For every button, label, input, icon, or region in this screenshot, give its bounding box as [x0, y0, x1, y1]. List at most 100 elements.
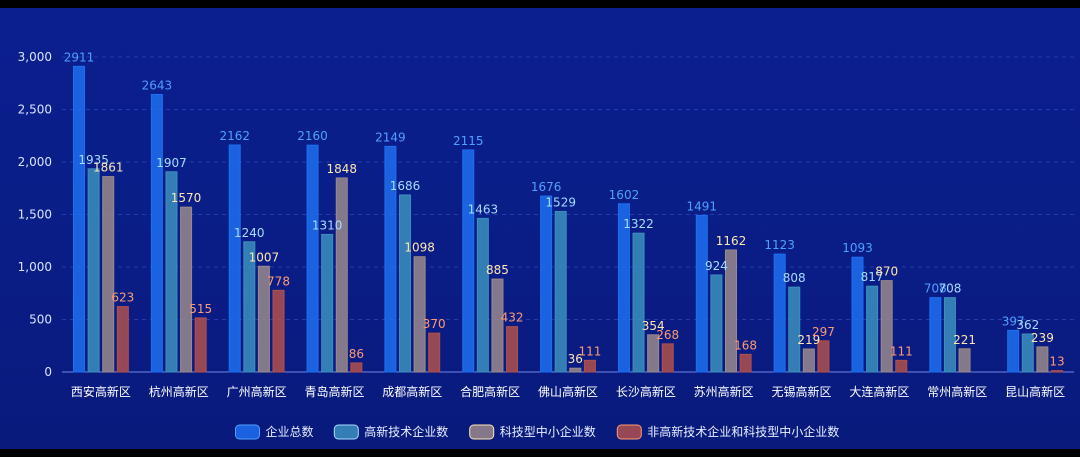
- bar-2[interactable]: [554, 210, 567, 373]
- data-label: 2162: [219, 129, 250, 143]
- data-label: 354: [642, 319, 665, 333]
- x-category-label: 合肥高新区: [460, 384, 520, 399]
- bar-3[interactable]: [569, 367, 582, 373]
- chart-panel: 0 500 1,000 1,500 2,000 2,500 3,000 2911 1935 18…: [0, 8, 1080, 449]
- bar-3[interactable]: [180, 206, 193, 373]
- bar-3[interactable]: [958, 348, 971, 373]
- bar-1[interactable]: [773, 253, 786, 373]
- bar-1[interactable]: [1007, 329, 1020, 373]
- x-category-label: 佛山高新区: [538, 384, 598, 399]
- legend[interactable]: 企业总数 高新技术企业数 科技型中小企业数 非高新技术企业和科技型中小企业数: [235, 424, 840, 440]
- bar-1[interactable]: [462, 149, 475, 373]
- bar-3[interactable]: [491, 278, 504, 373]
- data-label: 36: [568, 352, 583, 366]
- bar-3[interactable]: [1036, 346, 1049, 373]
- bar-4[interactable]: [583, 359, 596, 373]
- bar-1[interactable]: [150, 93, 163, 373]
- bar-3[interactable]: [257, 265, 270, 373]
- legend-item-1[interactable]: 企业总数: [235, 424, 314, 440]
- bar-2[interactable]: [632, 232, 645, 373]
- bar-1[interactable]: [929, 297, 942, 373]
- bar-3[interactable]: [647, 334, 660, 373]
- bar-2[interactable]: [1021, 333, 1034, 373]
- bar-4[interactable]: [817, 340, 830, 373]
- y-tick-label: 2,000: [18, 155, 52, 169]
- bar-2[interactable]: [476, 217, 489, 373]
- data-label: 1310: [312, 218, 343, 232]
- data-label: 1686: [390, 179, 421, 193]
- bar-1[interactable]: [617, 203, 630, 373]
- data-label: 1093: [842, 241, 873, 255]
- bar-1[interactable]: [384, 145, 397, 373]
- y-tick-label: 1,500: [18, 208, 52, 222]
- bar-4[interactable]: [895, 359, 908, 373]
- data-label: 1463: [468, 202, 499, 216]
- data-label: 219: [797, 333, 820, 347]
- data-label: 1098: [404, 241, 435, 255]
- x-category-label: 昆山高新区: [1005, 384, 1065, 399]
- data-label: 13: [1049, 355, 1064, 369]
- legend-swatch: [235, 424, 260, 440]
- data-label: 268: [656, 328, 679, 342]
- x-category-label: 常州高新区: [927, 384, 987, 399]
- bar-3[interactable]: [880, 280, 893, 373]
- bar-3[interactable]: [335, 177, 348, 373]
- bar-4[interactable]: [739, 353, 752, 373]
- bar-2[interactable]: [943, 297, 956, 373]
- legend-label: 科技型中小企业数: [500, 424, 596, 439]
- data-label: 808: [783, 271, 806, 285]
- data-label: 86: [349, 347, 364, 361]
- bar-2[interactable]: [710, 274, 723, 373]
- data-label: 2149: [375, 130, 406, 144]
- bar-2[interactable]: [866, 285, 879, 373]
- data-label: 1676: [531, 180, 562, 194]
- data-label: 2643: [142, 78, 173, 92]
- bar-4[interactable]: [428, 332, 441, 373]
- bar-2[interactable]: [87, 168, 100, 373]
- bar-2[interactable]: [399, 194, 412, 373]
- bar-2[interactable]: [788, 286, 801, 373]
- bar-3[interactable]: [102, 176, 115, 373]
- legend-item-3[interactable]: 科技型中小企业数: [469, 424, 596, 440]
- data-label: 397: [1002, 314, 1025, 328]
- bar-1[interactable]: [540, 195, 553, 373]
- bar-2[interactable]: [165, 171, 178, 373]
- legend-item-2[interactable]: 高新技术企业数: [333, 424, 448, 440]
- bar-3[interactable]: [724, 249, 737, 373]
- bar-2[interactable]: [243, 241, 256, 373]
- data-label: 239: [1031, 331, 1054, 345]
- data-label: 708: [924, 282, 947, 296]
- data-label: 515: [189, 302, 212, 316]
- data-label: 111: [578, 344, 601, 358]
- bar-1[interactable]: [695, 214, 708, 373]
- bar-1[interactable]: [73, 65, 86, 373]
- data-label: 1162: [716, 234, 747, 248]
- data-label: 1935: [78, 153, 109, 167]
- bar-4[interactable]: [350, 362, 363, 373]
- data-label: 1861: [93, 161, 124, 175]
- x-category-label: 杭州高新区: [149, 384, 209, 399]
- y-tick-label: 0: [44, 365, 52, 379]
- bar-2[interactable]: [321, 233, 334, 373]
- bar-4[interactable]: [194, 317, 207, 373]
- grid-lines: [62, 56, 1074, 320]
- data-label: 924: [705, 259, 728, 273]
- bar-4[interactable]: [661, 343, 674, 373]
- legend-item-4[interactable]: 非高新技术企业和科技型中小企业数: [616, 424, 839, 440]
- bar-4[interactable]: [1050, 370, 1063, 373]
- bar-4[interactable]: [272, 289, 285, 373]
- data-label: 870: [875, 265, 898, 279]
- bar-1[interactable]: [228, 144, 241, 373]
- data-label: 2911: [64, 50, 95, 64]
- bar-1[interactable]: [306, 144, 319, 373]
- data-label: 1322: [623, 217, 654, 231]
- bar-4[interactable]: [116, 306, 129, 373]
- bar-3[interactable]: [413, 256, 426, 373]
- x-category-label: 苏州高新区: [694, 384, 754, 399]
- legend-label: 高新技术企业数: [364, 424, 448, 439]
- bar-4[interactable]: [506, 326, 519, 373]
- bar-3[interactable]: [802, 348, 815, 373]
- data-label: 1602: [609, 188, 640, 202]
- bar-1[interactable]: [851, 256, 864, 373]
